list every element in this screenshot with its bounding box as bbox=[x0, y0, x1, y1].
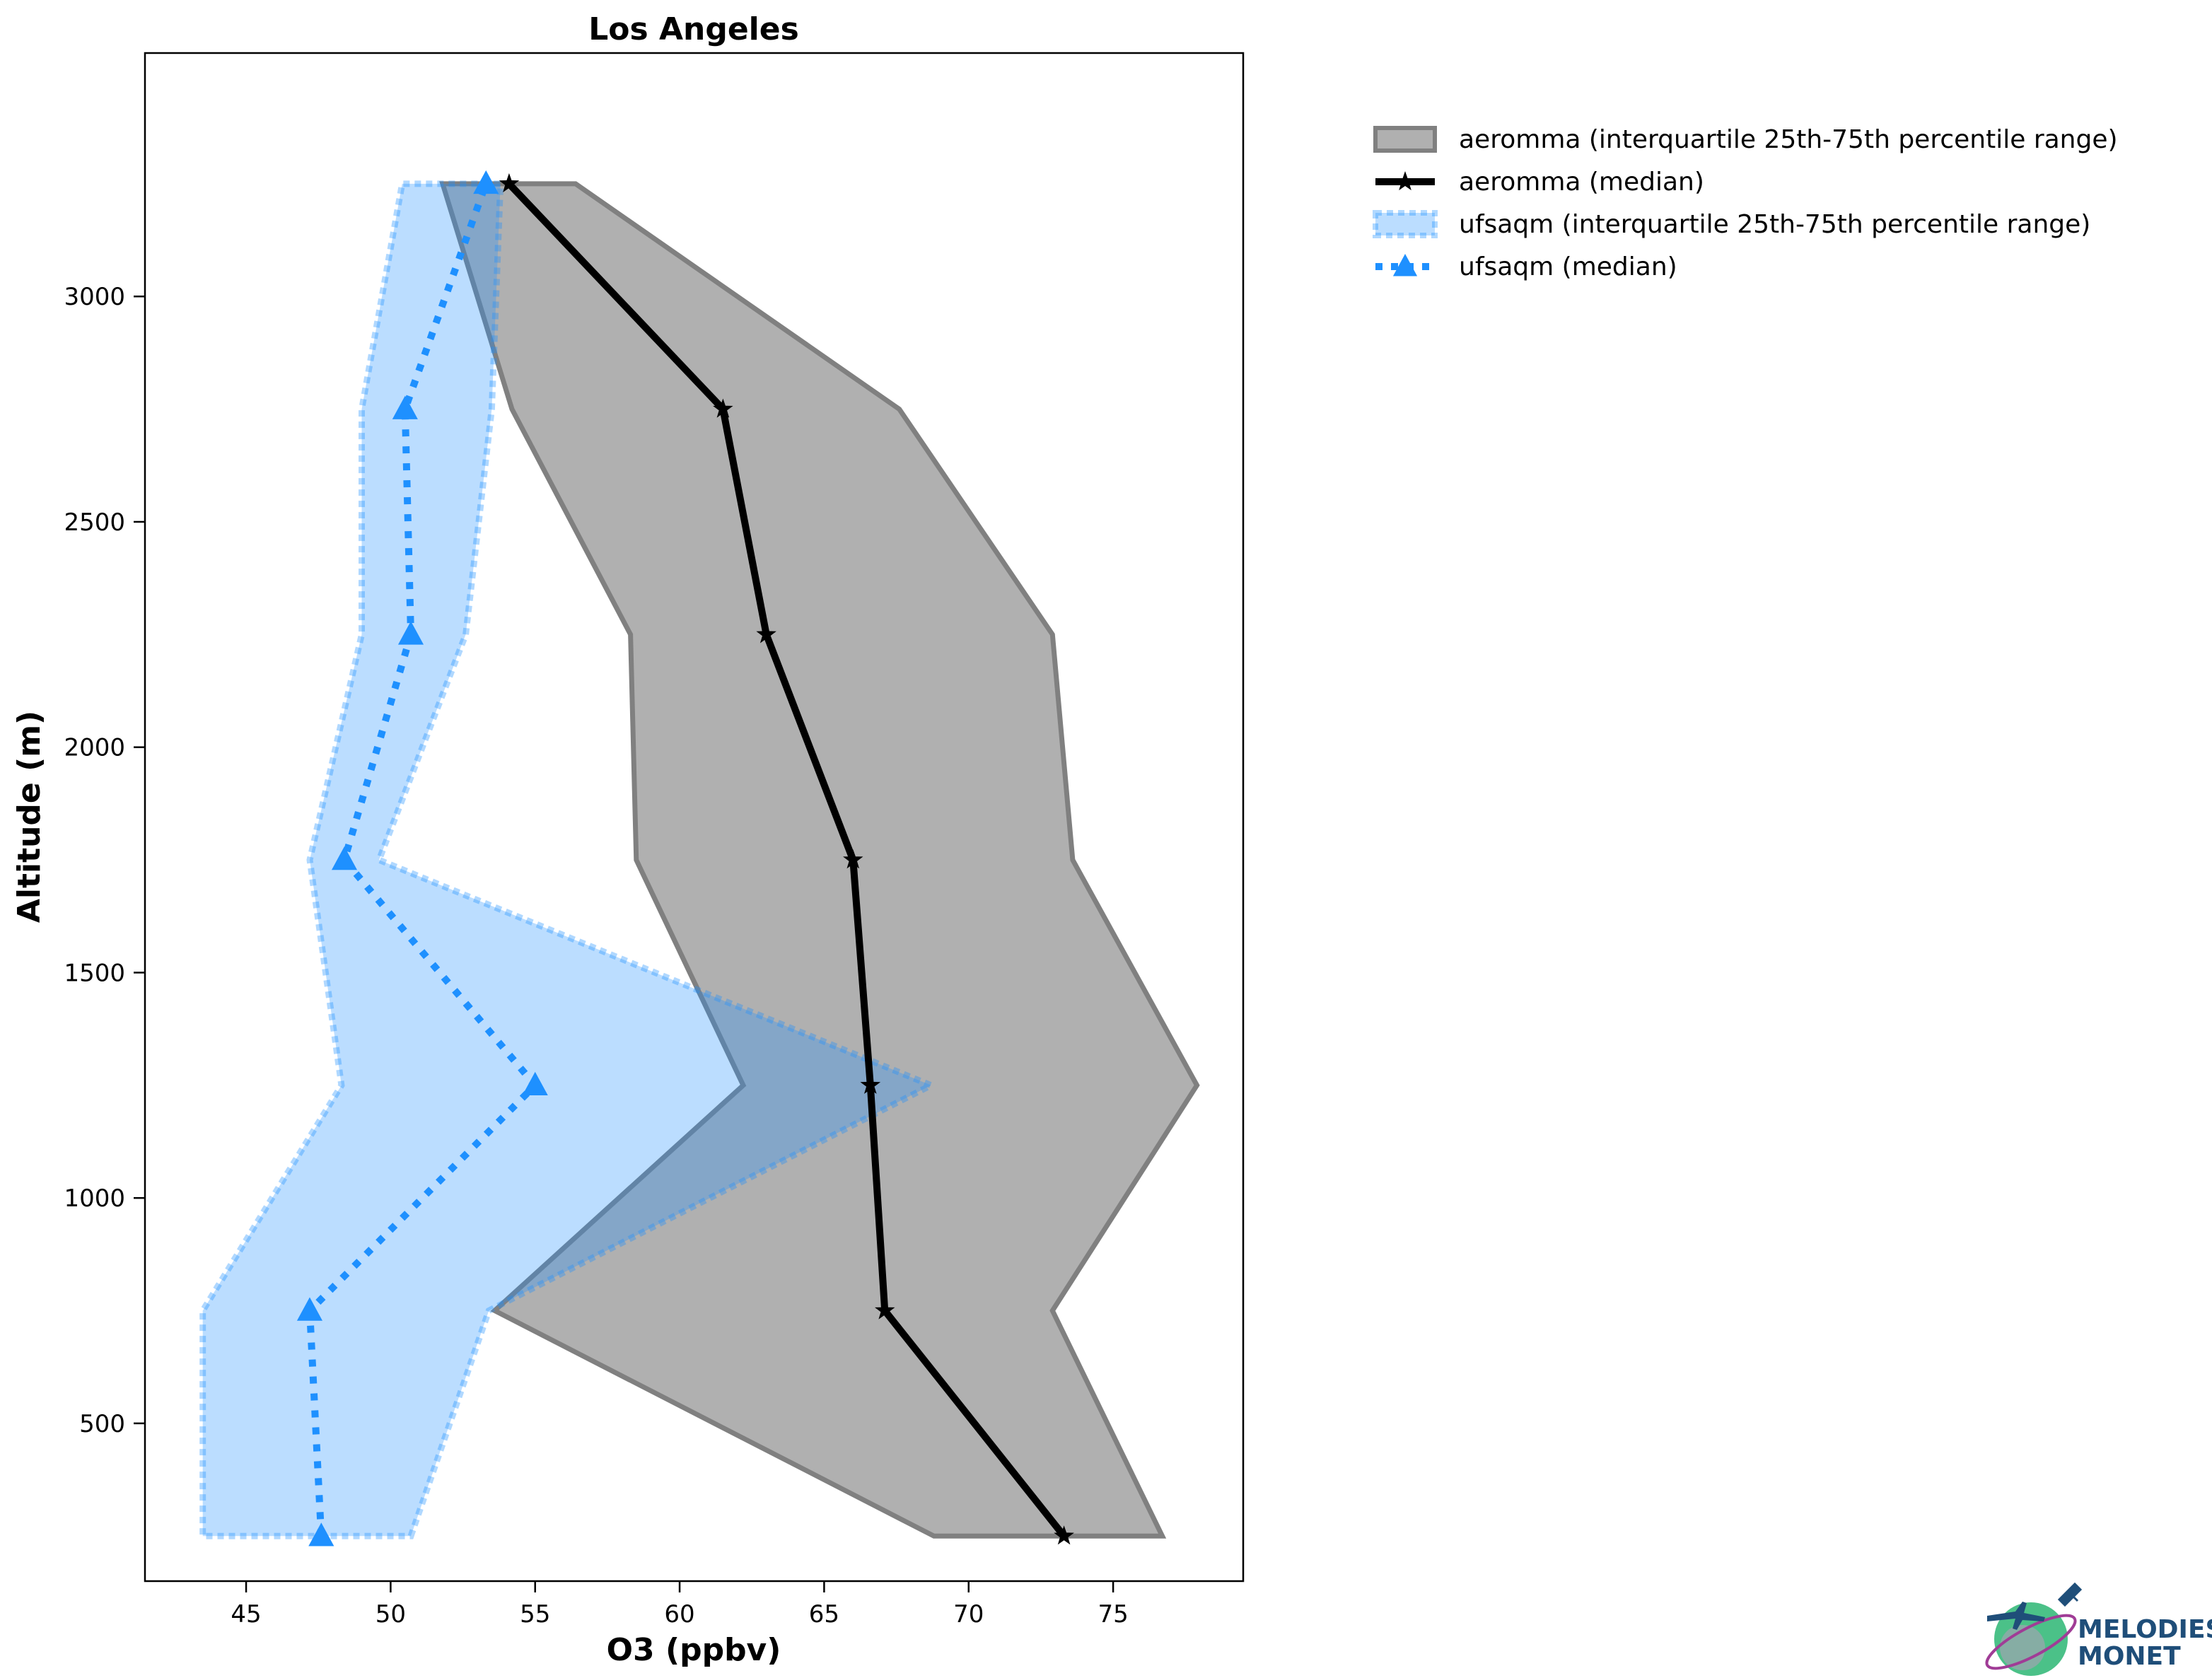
aeromma-median-point bbox=[499, 173, 520, 192]
legend-swatch bbox=[1373, 126, 1437, 153]
ufsaqm-median-point bbox=[397, 621, 424, 645]
ufsaqm-median-point bbox=[308, 1522, 334, 1546]
aeromma-median-point bbox=[843, 849, 863, 869]
orbit-icon bbox=[1985, 1614, 2077, 1670]
legend-marker bbox=[1392, 254, 1418, 276]
y-tick-label: 2000 bbox=[64, 734, 125, 762]
y-tick-label: 500 bbox=[79, 1410, 125, 1438]
aeromma-median-point bbox=[860, 1074, 881, 1094]
legend-label: ufsaqm (median) bbox=[1459, 252, 1677, 281]
legend-entry-ufsaqm-band: ufsaqm (interquartile 25th-75th percenti… bbox=[1373, 210, 2090, 239]
chart-title: Los Angeles bbox=[588, 11, 799, 47]
satellite-icon bbox=[2057, 1582, 2083, 1607]
aeromma-iqr-band bbox=[439, 181, 1200, 1539]
plot-frame bbox=[144, 52, 1245, 1583]
airplane-icon bbox=[1987, 1602, 2045, 1630]
legend-label: aeromma (interquartile 25th-75th percent… bbox=[1459, 125, 2118, 154]
y-axis: 500 1000 1500 2000 2500 3000 bbox=[64, 283, 145, 1438]
x-axis-label: O3 (ppbv) bbox=[607, 1632, 781, 1668]
x-tick-label: 50 bbox=[376, 1600, 406, 1629]
aeromma-median-point bbox=[713, 398, 733, 418]
series-layer bbox=[199, 170, 1200, 1546]
x-tick-label: 55 bbox=[520, 1600, 550, 1629]
ufsaqm-median-point bbox=[331, 846, 358, 870]
y-tick-label: 1500 bbox=[64, 959, 125, 987]
aeromma-median-point bbox=[875, 1300, 895, 1319]
x-tick-label: 65 bbox=[809, 1600, 839, 1629]
legend-marker bbox=[1395, 171, 1416, 191]
y-axis-label: Altitude (m) bbox=[11, 711, 47, 923]
melodies-monet-logo: MELODIES MONET bbox=[1985, 1582, 2212, 1676]
ufsaqm-median-point bbox=[522, 1071, 548, 1096]
legend-entry-ufsaqm-line: ufsaqm (median) bbox=[1375, 252, 1677, 281]
logo-text-line2: MONET bbox=[2078, 1642, 2181, 1671]
ufsaqm-iqr-band bbox=[199, 180, 939, 1539]
ufsaqm-median-point bbox=[296, 1297, 322, 1321]
x-tick-label: 60 bbox=[664, 1600, 694, 1629]
legend: aeromma (interquartile 25th-75th percent… bbox=[1373, 125, 2118, 281]
aeromma-median-point bbox=[1054, 1525, 1074, 1545]
y-tick-label: 1000 bbox=[64, 1184, 125, 1213]
ufsaqm-median-point bbox=[392, 395, 418, 419]
x-axis: 45 50 55 60 65 70 75 bbox=[231, 1581, 1129, 1629]
y-tick-label: 3000 bbox=[64, 283, 125, 311]
legend-entry-aeromma-band: aeromma (interquartile 25th-75th percent… bbox=[1373, 125, 2118, 154]
legend-label: ufsaqm (interquartile 25th-75th percenti… bbox=[1459, 210, 2090, 239]
legend-entry-aeromma-line: aeromma (median) bbox=[1375, 168, 1704, 197]
aeromma-median-point bbox=[756, 624, 776, 643]
legend-swatch bbox=[1373, 210, 1438, 238]
ufsaqm-median-point bbox=[473, 170, 499, 194]
x-tick-label: 75 bbox=[1098, 1600, 1128, 1629]
legend-label: aeromma (median) bbox=[1459, 168, 1704, 197]
x-tick-label: 70 bbox=[953, 1600, 984, 1629]
x-tick-label: 45 bbox=[231, 1600, 261, 1629]
y-tick-label: 2500 bbox=[64, 508, 125, 537]
logo-text-line1: MELODIES bbox=[2078, 1615, 2212, 1644]
